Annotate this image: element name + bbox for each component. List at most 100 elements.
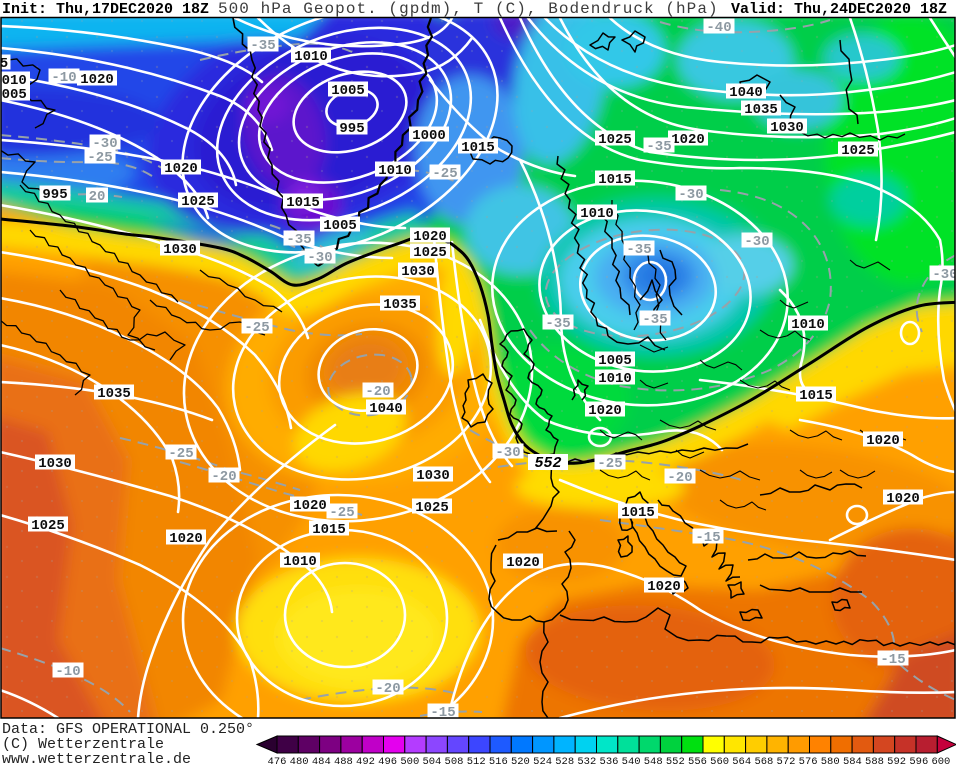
svg-text:1030: 1030	[401, 264, 435, 280]
svg-text:572: 572	[777, 756, 796, 768]
svg-text:508: 508	[445, 756, 464, 768]
svg-text:995: 995	[339, 121, 364, 137]
svg-text:1020: 1020	[80, 72, 114, 88]
svg-text:1020: 1020	[671, 132, 705, 148]
svg-text:1020: 1020	[164, 161, 198, 177]
svg-text:-20: -20	[211, 469, 236, 485]
svg-text:Data: GFS OPERATIONAL 0.250°: Data: GFS OPERATIONAL 0.250°	[2, 721, 254, 738]
svg-text:524: 524	[533, 756, 552, 768]
svg-text:1005: 1005	[323, 218, 357, 234]
svg-text:1025: 1025	[413, 245, 447, 261]
svg-text:1010: 1010	[378, 163, 412, 179]
svg-text:(C) Wetterzentrale: (C) Wetterzentrale	[2, 736, 164, 753]
svg-text:-10: -10	[55, 664, 80, 680]
svg-text:1015: 1015	[598, 172, 632, 188]
svg-text:1020: 1020	[588, 403, 622, 419]
svg-text:-25: -25	[244, 320, 269, 336]
svg-text:480: 480	[290, 756, 309, 768]
svg-text:-25: -25	[597, 456, 622, 472]
svg-text:Init: Thu,17DEC2020 18Z: Init: Thu,17DEC2020 18Z	[2, 1, 209, 18]
svg-text:-30: -30	[678, 187, 703, 203]
svg-text:492: 492	[356, 756, 375, 768]
svg-text:www.wetterzentrale.de: www.wetterzentrale.de	[2, 751, 191, 768]
svg-text:1040: 1040	[369, 401, 403, 417]
svg-text:1035: 1035	[97, 386, 131, 402]
svg-text:1040: 1040	[729, 85, 763, 101]
svg-text:1015: 1015	[461, 140, 495, 156]
svg-text:5: 5	[0, 56, 8, 72]
svg-text:520: 520	[511, 756, 530, 768]
svg-text:-15: -15	[695, 530, 720, 546]
svg-text:-30: -30	[932, 267, 956, 283]
svg-text:496: 496	[378, 756, 397, 768]
svg-text:516: 516	[489, 756, 508, 768]
svg-text:-30: -30	[307, 250, 332, 266]
svg-text:1020: 1020	[169, 531, 203, 547]
svg-text:Valid: Thu,24DEC2020 18Z: Valid: Thu,24DEC2020 18Z	[731, 1, 947, 18]
svg-text:532: 532	[577, 756, 596, 768]
svg-text:-25: -25	[329, 505, 354, 521]
svg-text:-25: -25	[432, 166, 457, 182]
svg-text:1020: 1020	[866, 433, 900, 449]
svg-text:-35: -35	[545, 316, 570, 332]
svg-text:600: 600	[931, 756, 950, 768]
svg-text:476: 476	[268, 756, 287, 768]
svg-text:500: 500	[400, 756, 419, 768]
svg-text:1010: 1010	[283, 554, 317, 570]
svg-text:552: 552	[534, 455, 561, 472]
svg-text:1025: 1025	[841, 143, 875, 159]
svg-text:556: 556	[688, 756, 707, 768]
svg-text:560: 560	[710, 756, 729, 768]
svg-text:1030: 1030	[38, 456, 72, 472]
svg-text:568: 568	[754, 756, 773, 768]
svg-text:536: 536	[600, 756, 619, 768]
svg-text:528: 528	[555, 756, 574, 768]
svg-text:1010: 1010	[580, 206, 614, 222]
svg-text:1010: 1010	[294, 49, 328, 65]
svg-text:1035: 1035	[744, 102, 778, 118]
svg-text:1030: 1030	[770, 120, 804, 136]
svg-text:-15: -15	[430, 705, 455, 721]
svg-text:1015: 1015	[312, 522, 346, 538]
svg-text:588: 588	[865, 756, 884, 768]
svg-text:1015: 1015	[621, 505, 655, 521]
svg-text:1005: 1005	[598, 353, 632, 369]
svg-text:-10: -10	[51, 70, 76, 86]
svg-text:-35: -35	[642, 312, 667, 328]
svg-text:1015: 1015	[286, 195, 320, 211]
svg-text:1010: 1010	[0, 73, 27, 89]
svg-text:-35: -35	[646, 139, 671, 155]
svg-text:512: 512	[467, 756, 486, 768]
svg-text:-15: -15	[880, 652, 905, 668]
svg-text:1005: 1005	[0, 87, 27, 103]
svg-text:-40: -40	[706, 20, 731, 36]
svg-text:500 hPa Geopot. (gpdm), T (C),: 500 hPa Geopot. (gpdm), T (C), Bodendruc…	[218, 0, 719, 18]
svg-text:488: 488	[334, 756, 353, 768]
svg-text:580: 580	[821, 756, 840, 768]
svg-text:1000: 1000	[412, 128, 446, 144]
svg-text:1025: 1025	[181, 194, 215, 210]
svg-text:576: 576	[799, 756, 818, 768]
svg-text:-35: -35	[286, 232, 311, 248]
svg-text:1010: 1010	[598, 371, 632, 387]
svg-text:-20: -20	[375, 681, 400, 697]
svg-text:1030: 1030	[163, 242, 197, 258]
svg-text:-30: -30	[495, 445, 520, 461]
svg-text:1005: 1005	[331, 83, 365, 99]
svg-text:484: 484	[312, 756, 331, 768]
svg-text:564: 564	[732, 756, 751, 768]
svg-text:1020: 1020	[293, 498, 327, 514]
svg-text:1025: 1025	[598, 132, 632, 148]
svg-text:-30: -30	[744, 234, 769, 250]
svg-text:-25: -25	[87, 150, 112, 166]
svg-text:548: 548	[644, 756, 663, 768]
svg-text:504: 504	[422, 756, 441, 768]
svg-text:584: 584	[843, 756, 862, 768]
svg-text:1025: 1025	[415, 500, 449, 516]
svg-text:1020: 1020	[647, 579, 681, 595]
svg-text:540: 540	[622, 756, 641, 768]
svg-text:1035: 1035	[383, 297, 417, 313]
svg-text:596: 596	[909, 756, 928, 768]
svg-text:20: 20	[89, 189, 106, 205]
svg-text:-20: -20	[365, 384, 390, 400]
